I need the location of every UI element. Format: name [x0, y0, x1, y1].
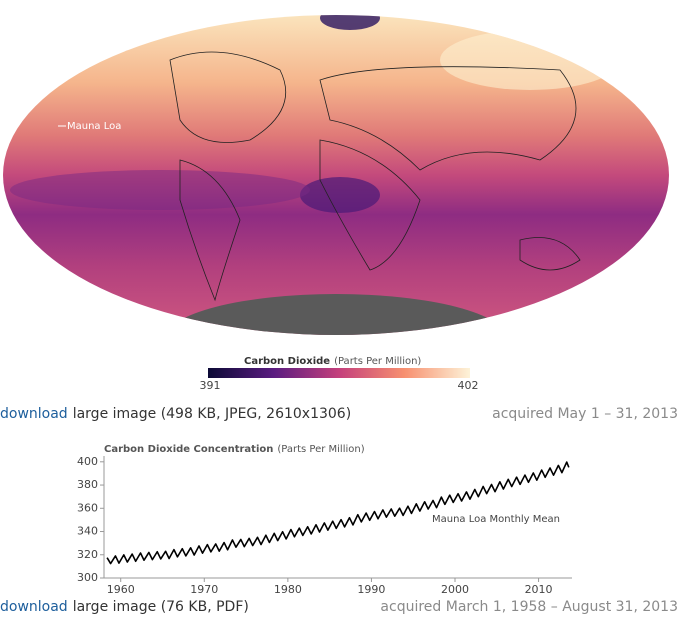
antarctica-mask — [166, 294, 506, 335]
coastline — [169, 51, 581, 302]
chart-subtitle: (Parts Per Million) — [277, 444, 364, 455]
y-tick-label: 320 — [77, 548, 98, 561]
map-blob — [10, 170, 310, 210]
y-tick-label: 300 — [77, 571, 98, 584]
x-tick-label: 1990 — [357, 583, 385, 596]
x-tick-label: 2000 — [441, 583, 469, 596]
map-blob — [320, 15, 380, 30]
map-label: Mauna Loa — [67, 121, 121, 132]
x-tick-label: 1960 — [107, 583, 135, 596]
x-tick-label: 1980 — [274, 583, 302, 596]
colorbar-tick: 391 — [200, 379, 221, 392]
data-line — [106, 461, 570, 565]
chart-annotation: Mauna Loa Monthly Mean — [432, 514, 560, 525]
chart-title: Carbon Dioxide Concentration (Parts Per M… — [104, 444, 365, 455]
download-link[interactable]: download — [0, 599, 68, 615]
chart-title-main: Carbon Dioxide Concentration — [104, 444, 273, 455]
map — [3, 15, 669, 335]
x-tick-label: 2010 — [525, 583, 553, 596]
y-tick-label: 380 — [77, 478, 98, 491]
y-tick-label: 360 — [77, 501, 98, 514]
caption: download large image (76 KB, PDF) — [0, 599, 249, 615]
line-chart: 300 320 340 360 380 400 1960 1970 1980 1990 2000 20… — [77, 455, 572, 596]
x-tick-label: 1970 — [190, 583, 218, 596]
colorbar-title-main: Carbon Dioxide — [244, 356, 330, 367]
caption-text: large image (498 KB, JPEG, 2610x1306) — [73, 406, 351, 422]
acquired-date: acquired March 1, 1958 – August 31, 2013 — [380, 599, 678, 615]
colorbar-unit: (Parts Per Million) — [334, 356, 421, 367]
caption-text: large image (76 KB, PDF) — [73, 599, 249, 615]
map-blob — [440, 30, 620, 90]
map-blob — [300, 177, 380, 213]
colorbar-tick: 402 — [458, 379, 479, 392]
caption: download large image (498 KB, JPEG, 2610x… — [0, 406, 351, 422]
acquired-date: acquired May 1 – 31, 2013 — [492, 406, 678, 422]
colorbar — [208, 368, 470, 378]
colorbar-title: Carbon Dioxide (Parts Per Million) — [244, 356, 421, 367]
download-link[interactable]: download — [0, 406, 68, 422]
y-tick-label: 400 — [77, 455, 98, 468]
y-tick-label: 340 — [77, 525, 98, 538]
